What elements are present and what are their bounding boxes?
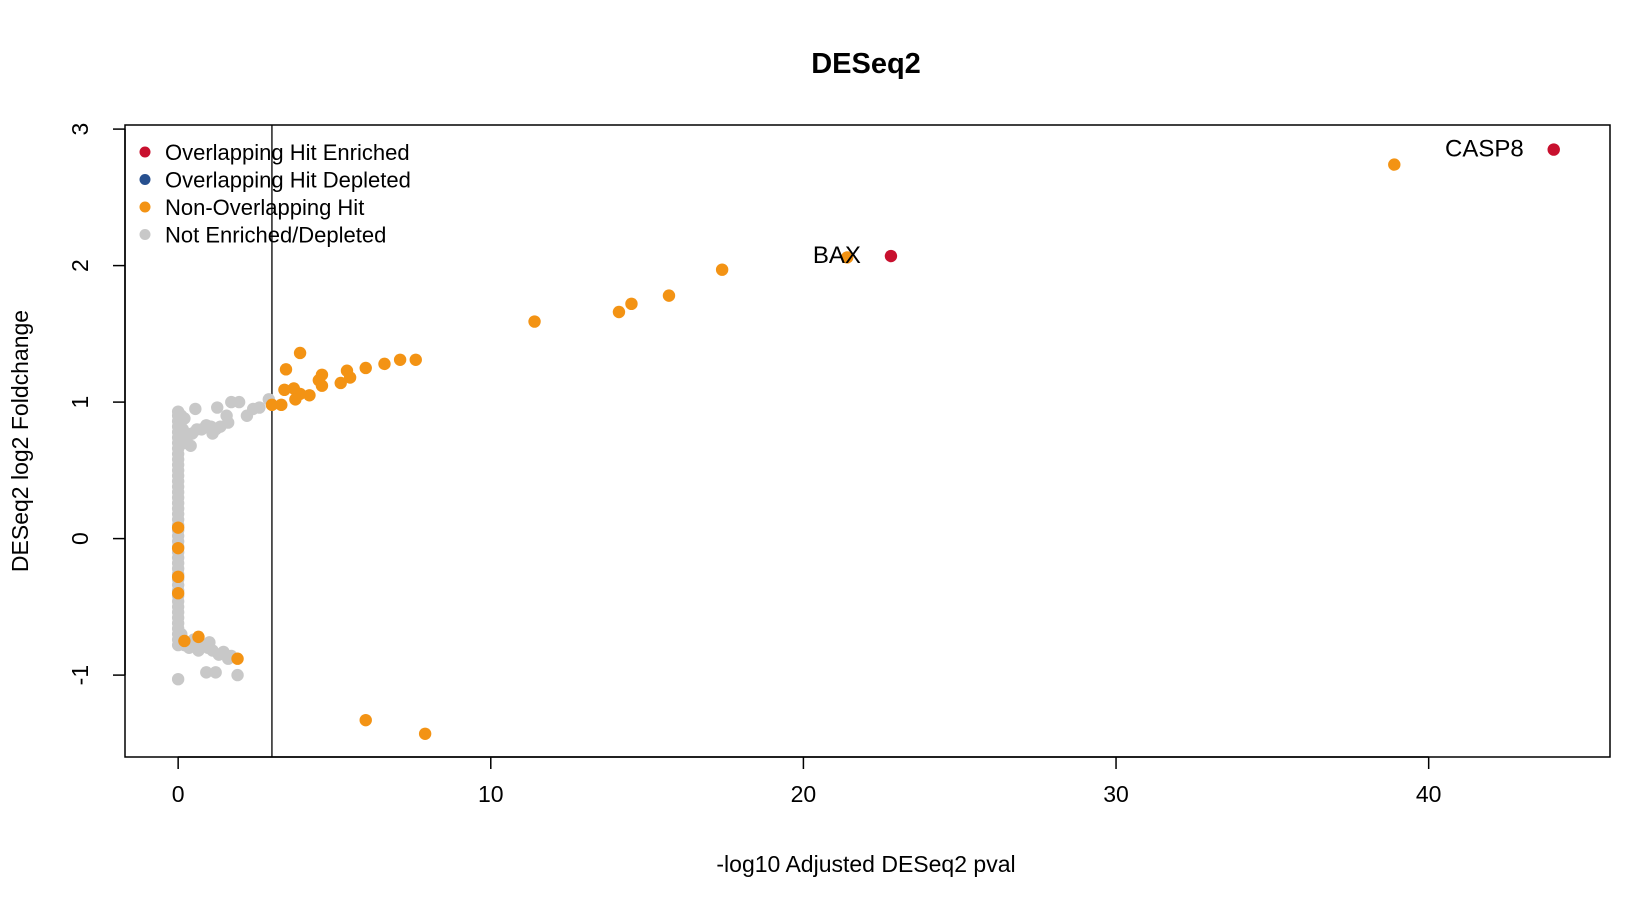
- data-point: [612, 305, 626, 319]
- data-point: [528, 315, 541, 328]
- data-point: [171, 521, 185, 534]
- data-point: [287, 382, 301, 395]
- legend-marker: [139, 146, 151, 158]
- legend-label: Overlapping Hit Depleted: [165, 168, 411, 193]
- x-tick-label: 30: [1103, 781, 1129, 807]
- x-tick-label: 0: [172, 781, 185, 807]
- data-point: [715, 263, 729, 276]
- data-point: [334, 376, 347, 390]
- data-point: [359, 361, 372, 375]
- x-tick-label: 40: [1416, 781, 1442, 807]
- data-point: [393, 353, 407, 366]
- data-point: [1547, 143, 1560, 156]
- data-point: [211, 401, 224, 414]
- data-point: [315, 379, 329, 392]
- point-labels: CASP8 BAX: [813, 136, 1524, 269]
- data-point: [200, 666, 213, 679]
- data-point: [418, 727, 432, 740]
- legend-marker: [139, 229, 151, 240]
- axis-ticks: 0 10 20 30 40 -1 0 1 2 3: [67, 123, 1441, 807]
- data-point: [178, 634, 191, 648]
- data-point: [884, 249, 898, 263]
- data-point: [359, 713, 372, 727]
- data-point: [340, 364, 354, 377]
- data-point: [209, 666, 222, 679]
- data-point: [221, 416, 235, 429]
- x-tick-label: 20: [791, 781, 817, 807]
- data-point: [409, 353, 422, 366]
- y-tick-label: 1: [67, 396, 93, 409]
- legend-label: Not Enriched/Depleted: [165, 223, 386, 248]
- legend-marker: [139, 174, 151, 185]
- data-point: [289, 393, 302, 406]
- legend-label: Non-Overlapping Hit: [165, 195, 364, 220]
- legend-label: Overlapping Hit Enriched: [165, 140, 410, 165]
- data-point: [303, 389, 316, 402]
- data-point: [171, 570, 185, 584]
- x-axis-label: -log10 Adjusted DESeq2 pval: [716, 851, 1015, 877]
- data-point: [171, 672, 185, 686]
- data-point: [1388, 158, 1401, 171]
- data-point: [171, 541, 185, 555]
- data-point: [232, 395, 246, 409]
- data-point: [625, 297, 638, 311]
- data-point: [178, 436, 191, 450]
- data-point: [192, 630, 205, 644]
- data-point: [275, 398, 288, 412]
- x-tick-label: 10: [478, 781, 504, 807]
- legend: Overlapping Hit Enriched Overlapping Hit …: [139, 140, 411, 248]
- data-point: [231, 668, 244, 682]
- data-point: [203, 636, 216, 649]
- data-point: [378, 357, 391, 371]
- data-point: [253, 401, 266, 414]
- data-point: [278, 383, 291, 397]
- data-point: [178, 412, 191, 425]
- data-point: [206, 427, 219, 440]
- y-tick-label: 0: [67, 532, 93, 545]
- data-point: [662, 289, 676, 302]
- y-tick-label: -1: [67, 665, 93, 685]
- chart-title: DESeq2: [811, 48, 921, 80]
- y-tick-label: 3: [67, 123, 93, 136]
- data-point: [279, 363, 293, 376]
- data-point: [293, 346, 307, 360]
- point-annotation: CASP8: [1445, 136, 1524, 163]
- data-point: [231, 652, 244, 665]
- data-point: [840, 251, 854, 264]
- y-tick-label: 2: [67, 259, 93, 272]
- data-point: [171, 586, 185, 600]
- y-axis-label: DESeq2 log2 Foldchange: [7, 310, 33, 572]
- data-point: [189, 402, 202, 416]
- data-points: [171, 143, 1560, 740]
- data-point: [265, 398, 279, 412]
- point-annotation: BAX: [813, 242, 861, 269]
- legend-marker: [139, 201, 151, 213]
